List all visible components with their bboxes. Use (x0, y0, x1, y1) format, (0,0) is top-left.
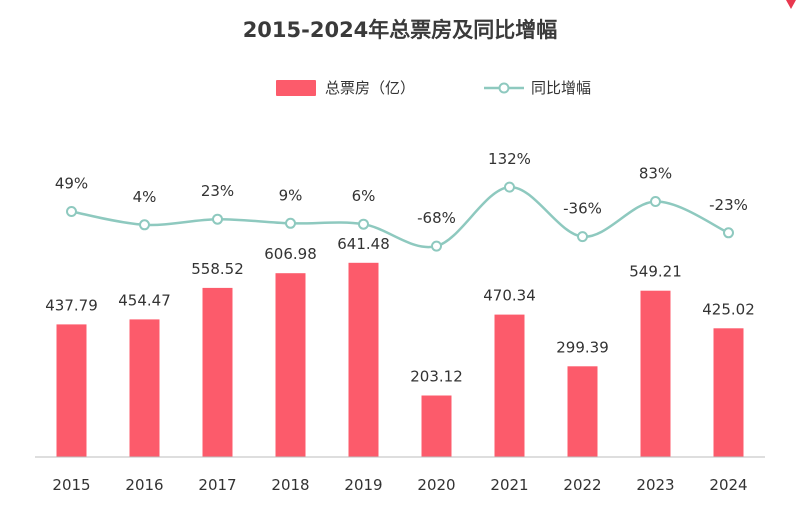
corner-accent-mark (786, 0, 796, 9)
x-tick-label-2024: 2024 (709, 476, 747, 494)
bar-labels-layer: 437.79 454.47 558.52 606.98 641.48 203.12 470.… (45, 235, 755, 386)
x-tick-label-2019: 2019 (344, 476, 382, 494)
bar-2021 (494, 314, 525, 457)
x-tick-label-2017: 2017 (198, 476, 236, 494)
bar-value-label-2023: 549.21 (629, 263, 682, 281)
bar-value-label-2020: 203.12 (410, 368, 463, 386)
bars-layer (56, 262, 744, 457)
x-tick-label-2022: 2022 (563, 476, 601, 494)
growth-point-2017 (212, 213, 223, 225)
bar-2019 (348, 262, 379, 457)
x-tick-label-2018: 2018 (271, 476, 309, 494)
growth-label-2020: -68% (417, 209, 456, 227)
growth-point-2016 (139, 219, 150, 231)
growth-point-2019 (358, 218, 369, 230)
bar-value-label-2017: 558.52 (191, 260, 244, 278)
bar-2023 (640, 290, 671, 457)
bar-2024 (713, 328, 744, 457)
legend-bar-swatch (276, 80, 316, 96)
growth-point-2018 (285, 217, 296, 229)
x-tick-label-2023: 2023 (636, 476, 674, 494)
legend: 总票房（亿） 同比增幅 (276, 79, 591, 97)
bar-2022 (567, 366, 598, 457)
growth-point-2024 (723, 227, 734, 239)
pct-labels-layer: 49% 4% 23% 9% 6% -68% 132% -36% 83% -23% (55, 150, 748, 227)
growth-point-2020 (431, 240, 442, 252)
bar-2018 (275, 273, 306, 457)
bar-value-label-2015: 437.79 (45, 296, 98, 314)
bar-2016 (129, 319, 160, 457)
legend-line-label: 同比增幅 (531, 79, 591, 97)
growth-label-2018: 9% (279, 186, 303, 204)
x-tick-label-2020: 2020 (417, 476, 455, 494)
growth-label-2017: 23% (201, 182, 234, 200)
growth-line (71, 185, 730, 249)
bar-value-label-2024: 425.02 (702, 300, 755, 318)
bar-2015 (56, 324, 87, 457)
bar-value-label-2019: 641.48 (337, 235, 390, 253)
growth-label-2019: 6% (352, 187, 376, 205)
growth-point-2023 (650, 196, 661, 207)
growth-label-2022: -36% (563, 200, 602, 218)
chart-title: 2015-2024年总票房及同比增幅 (243, 18, 558, 42)
growth-label-2021: 132% (488, 150, 531, 168)
bar-2020 (421, 395, 452, 457)
growth-point-2022 (577, 231, 588, 243)
line-layer (66, 181, 734, 252)
x-tick-label-2021: 2021 (490, 476, 528, 494)
growth-point-2015 (66, 206, 77, 217)
legend-bar-label: 总票房（亿） (325, 79, 415, 97)
x-tick-label-2016: 2016 (125, 476, 163, 494)
bar-value-label-2022: 299.39 (556, 338, 609, 356)
growth-label-2024: -23% (709, 196, 748, 214)
x-ticks-layer: 2015 2016 2017 2018 2019 2020 2021 2022 2023 2024 (52, 476, 747, 494)
bar-value-label-2016: 454.47 (118, 291, 171, 309)
growth-label-2016: 4% (133, 188, 157, 206)
growth-point-2021 (504, 181, 515, 193)
bar-value-label-2021: 470.34 (483, 287, 536, 305)
legend-line-marker (498, 82, 510, 94)
bar-2017 (202, 287, 233, 457)
bar-value-label-2018: 606.98 (264, 245, 317, 263)
growth-label-2015: 49% (55, 175, 88, 193)
growth-label-2023: 83% (639, 165, 672, 183)
x-tick-label-2015: 2015 (52, 476, 90, 494)
